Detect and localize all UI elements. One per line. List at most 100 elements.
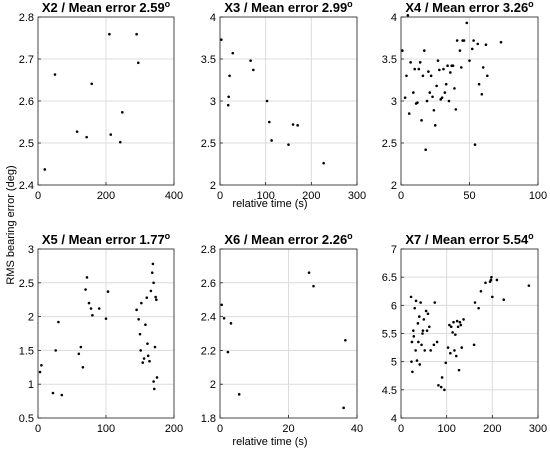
panel-2-data-point <box>228 74 231 78</box>
panel-4-y-tick-label: 1 <box>28 379 34 391</box>
panel-3-data-point <box>431 95 434 99</box>
panel-5-x-tick-label: 20 <box>282 423 294 435</box>
panel-6-data-point <box>440 376 444 379</box>
panel-6-data-point <box>424 309 428 313</box>
panel-3-data-point <box>406 14 410 17</box>
panel-4-x-tick-label: 100 <box>97 423 115 435</box>
panel-5-data-point <box>222 316 226 320</box>
panel-3-data-point <box>421 74 425 78</box>
panel-4-x-tick-label: 200 <box>165 423 183 435</box>
panel-3-data-point <box>449 71 452 74</box>
panel-4-data-point <box>146 342 149 345</box>
panel-4-data-point <box>81 366 85 369</box>
panel-6-data-point <box>484 281 487 285</box>
panel-6-data-point <box>412 335 416 338</box>
panel-6-data-point <box>453 349 456 352</box>
panel-4-data-point <box>152 281 155 285</box>
panel-6-data-point <box>432 343 436 347</box>
panel-4-data-point <box>89 307 93 310</box>
panel-4-data-point <box>139 349 142 352</box>
panel-6-data-point <box>425 329 429 332</box>
panel-2-title: X3 / Mean error 2.99o <box>224 0 353 15</box>
panel-5-y-tick-label: 2.8 <box>201 244 216 256</box>
panel-6-data-point <box>527 284 531 287</box>
panel-6-data-point <box>410 340 414 344</box>
panel-5-data-point <box>237 393 241 396</box>
panel-3-y-tick-label: 3 <box>391 96 397 108</box>
panel-3-title-superscript: o <box>528 0 534 9</box>
panel-1-data-point <box>137 61 140 65</box>
panel-6-data-point <box>410 360 413 363</box>
panel-1-x-tick-label: 0 <box>35 190 41 202</box>
panel-6-data-point <box>418 363 422 366</box>
panel-6-data-point <box>490 275 493 279</box>
panel-4-data-point <box>137 318 140 321</box>
panel-2-data-point <box>296 124 299 127</box>
panel-4-data-point <box>104 317 108 320</box>
panel-4-data-point <box>106 290 110 293</box>
panel-4-data-point <box>85 276 89 279</box>
panel-6-data-point <box>477 306 480 310</box>
panel-3-data-point <box>443 91 447 94</box>
panel-4-data-point <box>87 301 91 305</box>
panel-6-data-point <box>417 340 420 344</box>
panel-6-y-tick-label: 5.5 <box>382 329 397 341</box>
panel-3-title: X4 / Mean error 3.26o <box>405 0 534 15</box>
panel-5-data-point <box>220 303 224 307</box>
panel-4-y-tick-label: 1.5 <box>19 345 34 357</box>
panel-6-data-point <box>491 295 494 299</box>
panel-2-data-point <box>287 143 290 146</box>
panel-6-y-tick-label: 4.5 <box>382 385 397 397</box>
panel-3-y-tick-label: 4 <box>391 12 397 24</box>
panel-3-data-point <box>476 42 480 46</box>
panel-4-y-tick-label: 3 <box>28 244 34 256</box>
panel-2-data-point <box>265 99 269 103</box>
panel-3-data-point <box>403 96 407 99</box>
panel-1-y-tick-label: 2.4 <box>19 180 34 192</box>
panel-6-x-tick-label: 0 <box>398 423 404 435</box>
panel-3-data-point <box>438 68 441 72</box>
panel-2-data-point <box>231 51 235 55</box>
panel-6-data-point <box>417 315 421 318</box>
panel-3-data-point <box>455 39 459 42</box>
panel-3-data-point <box>472 39 475 42</box>
panel-4-data-point <box>57 320 60 324</box>
panel-5-y-tick-label: 1.8 <box>201 413 216 425</box>
panel-3-x-tick-label: 100 <box>529 190 547 202</box>
panel-2-x-tick-label: 0 <box>217 190 223 202</box>
panel-4-data-point <box>84 288 87 291</box>
panel-3-data-point <box>428 91 432 94</box>
panel-2-data-point <box>227 95 230 99</box>
panel-3-data-point <box>462 39 466 42</box>
panel-5-title-superscript: o <box>347 231 353 241</box>
panel-5-y-tick-label: 2.6 <box>201 278 216 290</box>
panel-4-data-point <box>140 301 143 305</box>
panel-4-data-point <box>138 332 142 336</box>
panel-3-data-point <box>413 67 417 71</box>
panel-6-y-tick-label: 7 <box>391 244 397 256</box>
panel-3-data-point <box>447 99 451 103</box>
x-axis-label-lower: relative time (s) <box>232 436 307 448</box>
panel-6-data-point <box>420 343 423 347</box>
panel-4-data-point <box>149 289 153 293</box>
panel-4-title: X5 / Mean error 1.77o <box>42 231 171 247</box>
panel-3-data-point <box>409 61 412 64</box>
panel-4-data-point <box>40 363 43 367</box>
panel-3-data-point <box>459 66 463 69</box>
panel-1-title-superscript: o <box>165 0 171 9</box>
panel-4-data-point <box>97 307 101 310</box>
panel-6-title-superscript: o <box>528 231 534 241</box>
panel-3-data-point <box>425 99 429 103</box>
panel-6: 0 100 200 300 4 4.5 5 5.5 6 6.5 7 X7 / Mean error 5… <box>382 231 547 435</box>
y-axis-label: RMS bearing error (deg) <box>5 165 17 284</box>
panel-3-data-point <box>444 82 448 86</box>
panel-1: 0 200 400 2.4 2.5 2.6 2.7 2.8 X2 / Mean error 2.… <box>19 0 183 202</box>
panel-6-data-point <box>462 318 465 321</box>
panel-6-data-point <box>413 306 417 310</box>
panel-3-data-point <box>417 67 421 71</box>
panel-6-x-tick-label: 300 <box>529 423 547 435</box>
panel-3-data-point <box>401 49 404 52</box>
panel-4: 0 100 200 0.5 1 1.5 2 2.5 3 X5 / Mean error 1.77o <box>19 231 183 435</box>
panel-3-data-point <box>420 119 423 122</box>
